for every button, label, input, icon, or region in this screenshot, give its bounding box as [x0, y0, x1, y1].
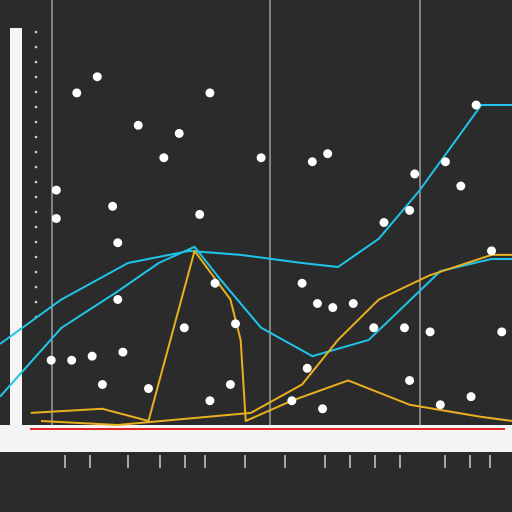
scatter-point — [195, 209, 205, 219]
scatter-point — [497, 327, 507, 337]
scatter-point — [46, 355, 56, 365]
scatter-point — [487, 246, 497, 256]
scatter-point — [118, 347, 128, 357]
scatter-point — [113, 238, 123, 248]
scatter-point — [205, 88, 215, 98]
dot — [34, 270, 38, 274]
scatter-point — [231, 319, 241, 329]
scatter-point — [72, 88, 82, 98]
scatter-point — [133, 120, 143, 130]
scatter-point — [405, 375, 415, 385]
dot — [34, 180, 38, 184]
left-bar — [10, 28, 22, 428]
decorations — [34, 30, 491, 468]
dot — [34, 45, 38, 49]
scatter-point — [210, 278, 220, 288]
scatter-point — [379, 218, 389, 227]
scatter-point — [410, 169, 420, 179]
scatter-point — [174, 128, 184, 138]
scatter-point — [113, 294, 123, 304]
line-series — [0, 104, 512, 345]
scatter-point — [312, 299, 322, 308]
scatter-point — [256, 153, 266, 163]
dot — [34, 120, 38, 124]
scatter-point — [456, 181, 466, 191]
dot — [34, 105, 38, 109]
scatter-point — [51, 185, 61, 195]
dot — [34, 210, 38, 214]
scatter-point — [328, 303, 338, 313]
line-series — [40, 253, 512, 426]
plot — [0, 72, 512, 426]
scatter-point — [318, 404, 328, 414]
dot — [34, 60, 38, 64]
scatter-point — [302, 363, 312, 373]
scatter-point — [440, 157, 450, 167]
dot — [34, 300, 38, 304]
scatter-point — [307, 157, 317, 167]
scatter-point — [405, 205, 415, 215]
scatter-point — [435, 400, 445, 410]
scatter-point — [51, 213, 61, 223]
scatter-point — [87, 351, 97, 361]
scatter-point — [348, 299, 358, 308]
dot — [34, 195, 38, 199]
scatter-point — [369, 323, 379, 333]
dot — [34, 75, 38, 79]
line-series — [30, 249, 512, 422]
scatter-point — [67, 355, 77, 365]
scatter-point — [425, 327, 435, 337]
scatter-point — [471, 100, 481, 110]
dot — [34, 135, 38, 139]
scatter-point — [108, 201, 118, 211]
scatter-point — [92, 72, 102, 82]
scatter-point — [159, 153, 169, 163]
scatter-point — [297, 278, 307, 288]
dot — [34, 285, 38, 289]
scatter-point — [225, 380, 235, 389]
scatter-point — [143, 384, 153, 394]
dot — [34, 240, 38, 244]
vertical-rules — [51, 0, 421, 425]
dot — [34, 255, 38, 259]
scatter-point — [287, 396, 297, 406]
dot — [34, 30, 38, 34]
scatter-point — [466, 392, 476, 402]
scatter-point — [205, 396, 215, 406]
dot — [34, 165, 38, 169]
scatter-point — [399, 323, 409, 333]
dot — [34, 90, 38, 94]
scatter-point — [179, 323, 189, 333]
scatter-point — [97, 380, 107, 389]
scatter-point — [323, 149, 333, 159]
dot — [34, 225, 38, 229]
dot — [34, 150, 38, 154]
